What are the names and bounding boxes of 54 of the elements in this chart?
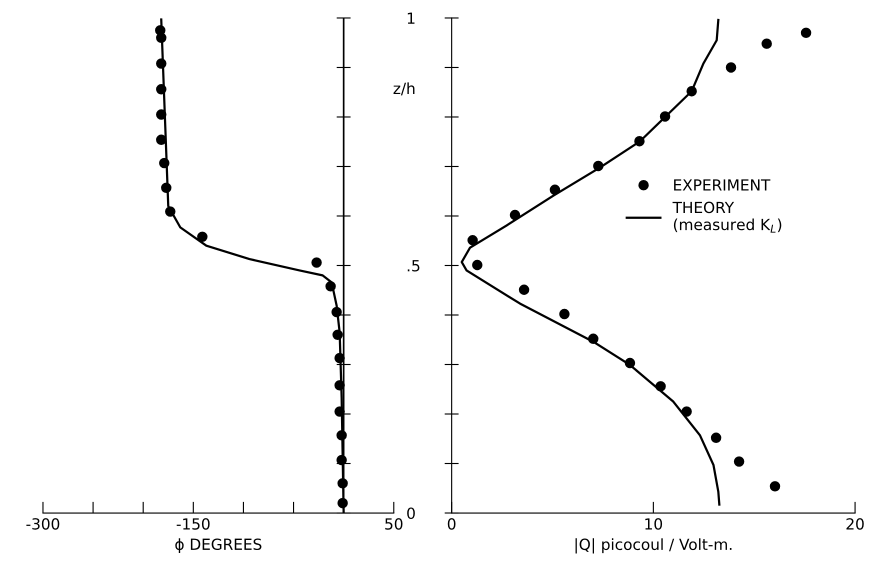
x-axis-title: |Q| picocoul / Volt-m. bbox=[576, 538, 732, 554]
point bbox=[593, 160, 604, 172]
point bbox=[334, 352, 345, 364]
point bbox=[686, 86, 697, 96]
x-tick-label: 50 bbox=[385, 518, 402, 530]
point bbox=[660, 111, 670, 122]
y-axis-title: z/h bbox=[394, 82, 414, 96]
point bbox=[156, 32, 166, 43]
point bbox=[634, 136, 645, 146]
point bbox=[550, 184, 560, 195]
point bbox=[197, 232, 208, 242]
point bbox=[510, 210, 520, 220]
x-tick-label: 10 bbox=[645, 518, 662, 530]
y-tick-label: 1 bbox=[408, 12, 414, 24]
legend-label: THEORY (measured K$_{L}$) bbox=[672, 202, 782, 233]
point bbox=[518, 284, 530, 295]
point bbox=[337, 478, 348, 489]
point bbox=[337, 498, 348, 508]
point bbox=[325, 281, 336, 292]
x-tick-label: -300 bbox=[26, 518, 60, 530]
point bbox=[331, 306, 342, 318]
point bbox=[334, 380, 345, 390]
y-tick-label: 0 bbox=[407, 507, 415, 520]
point bbox=[762, 38, 772, 49]
point bbox=[726, 62, 736, 73]
point bbox=[800, 28, 812, 38]
point bbox=[655, 381, 666, 392]
point bbox=[559, 308, 570, 320]
x-axis-title: ϕ DEGREES bbox=[175, 538, 262, 553]
point bbox=[624, 358, 636, 368]
point bbox=[159, 158, 170, 168]
point bbox=[311, 257, 322, 268]
point bbox=[770, 481, 780, 492]
y-tick-label: .5 bbox=[408, 260, 420, 272]
point bbox=[467, 235, 478, 246]
x-tick-label: 20 bbox=[846, 518, 864, 530]
point bbox=[336, 454, 347, 466]
point bbox=[332, 330, 343, 340]
point bbox=[165, 206, 176, 217]
point bbox=[734, 456, 744, 467]
point bbox=[681, 406, 692, 417]
point bbox=[334, 406, 345, 417]
point bbox=[156, 58, 166, 69]
point bbox=[156, 109, 166, 120]
legend-label: EXPERIMENT bbox=[674, 179, 770, 191]
point bbox=[710, 432, 722, 443]
point bbox=[161, 182, 172, 193]
x-tick-label: 0 bbox=[448, 518, 456, 530]
point bbox=[156, 84, 166, 94]
point bbox=[156, 134, 166, 145]
x-tick-label: -150 bbox=[176, 518, 210, 530]
point bbox=[336, 430, 347, 440]
point bbox=[472, 260, 482, 270]
point bbox=[588, 334, 598, 344]
